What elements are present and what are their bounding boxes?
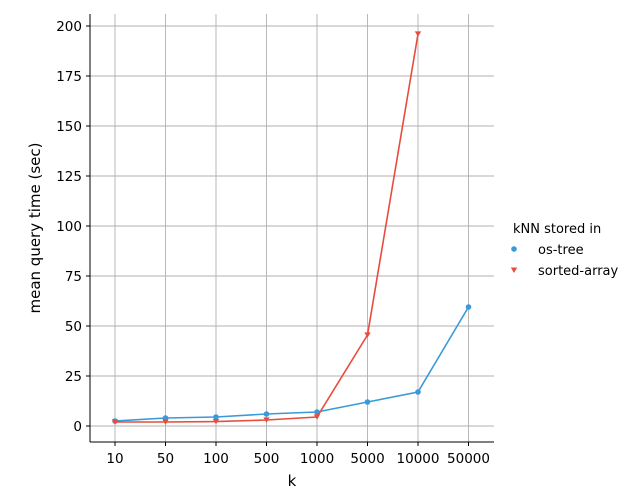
data-point-os-tree <box>465 304 472 310</box>
x-axis-label: k <box>288 472 297 490</box>
data-point-sorted-array <box>212 419 220 425</box>
y-tick-label: 50 <box>65 319 82 335</box>
data-point-sorted-array <box>111 419 119 425</box>
axes <box>89 14 494 443</box>
y-tick-label: 25 <box>65 369 82 385</box>
x-tick-label: 10000 <box>397 451 440 467</box>
y-ticks: 0 25 50 75 100 125 150 175 200 <box>56 19 90 435</box>
x-tick-label: 5000 <box>350 451 384 467</box>
x-ticks: 10 50 100 500 1000 5000 10000 50000 <box>106 442 490 467</box>
x-tick-label: 10 <box>106 451 123 467</box>
legend-label-os-tree: os-tree <box>538 243 584 258</box>
legend: kNN stored in os-tree sorted-array <box>510 222 619 279</box>
legend-marker-os-tree <box>511 246 517 252</box>
series-line-os-tree <box>114 306 470 422</box>
data-point-os-tree <box>415 389 421 395</box>
legend-label-sorted-array: sorted-array <box>538 264 619 279</box>
x-tick-label: 50 <box>157 451 174 467</box>
data-point-sorted-array <box>414 31 422 37</box>
legend-item-os-tree: os-tree <box>511 243 584 258</box>
legend-title: kNN stored in <box>513 222 601 237</box>
data-point-os-tree <box>263 411 270 417</box>
y-tick-label: 0 <box>73 419 82 435</box>
data-point-os-tree <box>364 399 371 405</box>
y-tick-label: 175 <box>56 69 82 85</box>
legend-marker-sorted-array <box>510 267 518 273</box>
x-tick-label: 500 <box>254 451 280 467</box>
y-axis-label: mean query time (sec) <box>26 142 44 313</box>
y-tick-label: 125 <box>56 169 82 185</box>
y-tick-label: 100 <box>56 219 82 235</box>
y-tick-label: 75 <box>65 269 82 285</box>
x-tick-label: 1000 <box>300 451 334 467</box>
data-point-sorted-array <box>364 332 371 338</box>
legend-item-sorted-array: sorted-array <box>510 264 619 279</box>
data-point-sorted-array <box>263 417 270 423</box>
data-point-sorted-array <box>162 419 169 425</box>
data-point-os-tree <box>213 414 219 420</box>
y-tick-label: 150 <box>56 119 82 135</box>
series <box>111 31 472 425</box>
data-point-sorted-array <box>313 414 321 420</box>
grid <box>90 14 494 442</box>
x-tick-label: 100 <box>203 451 229 467</box>
x-tick-label: 50000 <box>447 451 490 467</box>
y-tick-label: 200 <box>56 19 82 35</box>
